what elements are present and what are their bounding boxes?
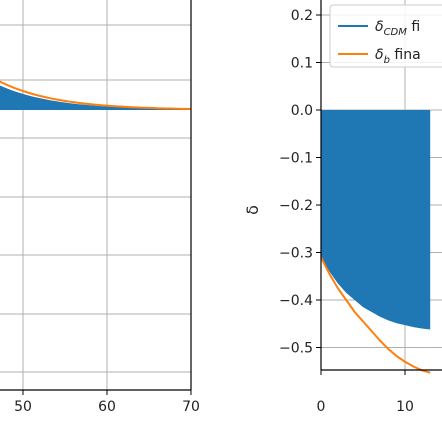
right-filled-area-cdm bbox=[321, 110, 431, 330]
legend-frame bbox=[329, 4, 442, 68]
left-orange-line bbox=[0, 80, 192, 110]
left-x-tick-label-1: 60 bbox=[98, 399, 116, 415]
right-y-tick-label-7: −0.5 bbox=[279, 341, 313, 357]
right-y-axis-label: δ bbox=[243, 205, 262, 215]
left-x-tick-label-0: 50 bbox=[14, 399, 32, 415]
legend-entry-label-0: δCDM fi bbox=[375, 19, 420, 38]
right-y-tick-label-2: 0.0 bbox=[291, 103, 313, 119]
right-legend: δCDM fi δb fina bbox=[329, 4, 442, 68]
legend-entry-label-1: δb fina bbox=[375, 47, 421, 66]
right-y-tick-label-5: −0.3 bbox=[279, 246, 313, 262]
right-y-tick-label-0: 0.2 bbox=[291, 8, 313, 24]
right-y-tick-label-3: −0.1 bbox=[279, 151, 313, 167]
right-y-tick-label-6: −0.4 bbox=[279, 293, 313, 309]
left-x-tick-label-2: 70 bbox=[182, 399, 200, 415]
right-x-tick-label-1: 10 bbox=[396, 399, 414, 415]
right-y-tick-label-4: −0.2 bbox=[279, 198, 313, 214]
right-orange-line-b bbox=[320, 256, 431, 374]
right-y-tick-label-1: 0.1 bbox=[291, 56, 313, 72]
left-filled-area bbox=[0, 85, 191, 110]
right-chart-panel: 0.2 0.1 0.0 −0.1 −0.2 −0.3 −0.4 −0.5 0 10 δ δCDM fi… bbox=[243, 0, 442, 415]
right-x-tick-label-0: 0 bbox=[317, 399, 326, 415]
left-chart-panel: 50 60 70 bbox=[0, 0, 200, 415]
